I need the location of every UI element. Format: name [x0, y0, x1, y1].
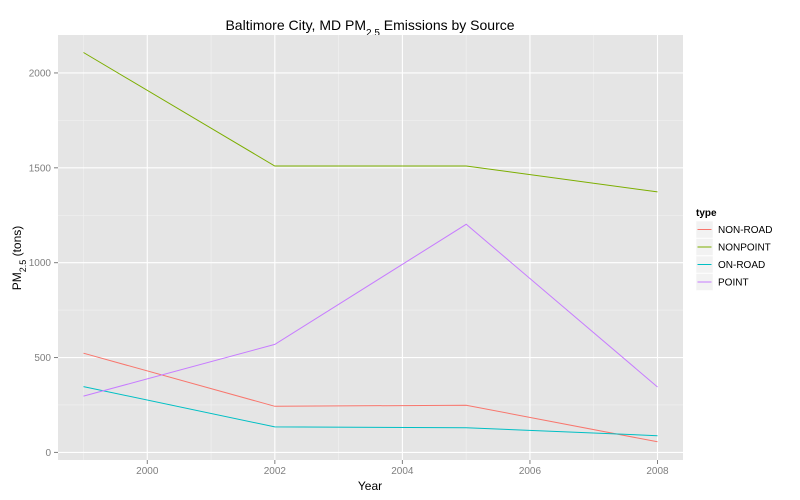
x-tick-label: 2002	[264, 466, 287, 477]
x-tick-label: 2006	[519, 466, 542, 477]
legend-label-non-road: NON-ROAD	[718, 225, 772, 236]
chart-title: Baltimore City, MD PM2.5 Emissions by So…	[225, 17, 514, 39]
y-tick-label: 1000	[29, 258, 52, 269]
panel-background	[58, 35, 683, 460]
legend-label-nonpoint: NONPOINT	[718, 243, 771, 254]
y-tick-label: 1500	[29, 163, 52, 174]
legend-title: type	[696, 208, 717, 219]
x-tick-label: 2000	[136, 466, 159, 477]
series-line-point	[83, 223, 658, 397]
y-axis-title: PM2.5 (tons)	[10, 226, 28, 291]
x-axis-title: Year	[358, 479, 382, 493]
y-tick-label: 500	[34, 353, 51, 364]
series-line-non-road	[83, 352, 658, 443]
y-tick-label: 0	[45, 448, 51, 459]
series-line-on-road	[83, 386, 658, 437]
legend: type NON-ROAD NONPOINT ON-ROAD POINT	[695, 208, 772, 291]
x-tick-label: 2004	[391, 466, 414, 477]
x-tick-label: 2008	[646, 466, 669, 477]
y-tick-label: 2000	[29, 68, 52, 79]
plot-panel: 0 500 1000 1500 2000 2000 2002 2004 2006 2008	[29, 35, 683, 477]
legend-label-point: POINT	[718, 278, 749, 289]
series-line-nonpoint	[83, 52, 658, 193]
legend-label-on-road: ON-ROAD	[718, 260, 765, 271]
